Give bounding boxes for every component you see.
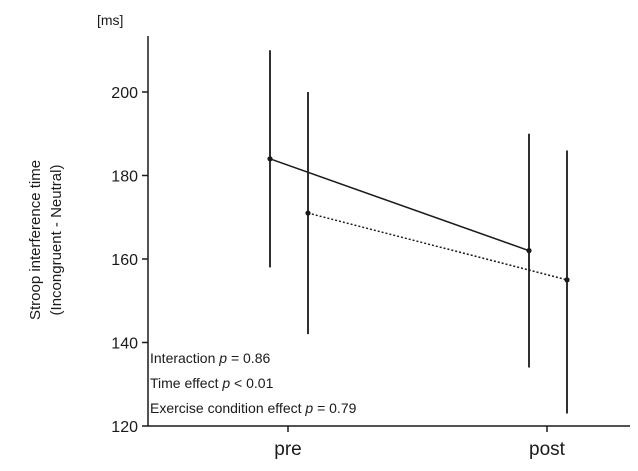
x-tick-label-post: post: [529, 439, 566, 460]
y-tick-label-200: 200: [111, 85, 138, 102]
annotation-time-value: < 0.01: [230, 375, 273, 391]
series-line-1: [269, 158, 530, 252]
y-tick-label-120: 120: [111, 419, 138, 436]
x-tick-label-pre: pre: [274, 439, 301, 460]
y-axis-title-line-2: (Incongruent - Neutral): [48, 165, 65, 316]
annotation-time-effect: Time effect p < 0.01: [150, 375, 274, 391]
annotation-exercise-prefix: Exercise condition effect: [150, 400, 305, 416]
y-tick-label-160: 160: [111, 252, 138, 269]
series-line-2: [307, 212, 568, 281]
y-axis-title-line-1: Stroop interference time: [27, 160, 44, 320]
y-unit-label: [ms]: [97, 12, 123, 28]
annotation-exercise-value: = 0.79: [313, 400, 356, 416]
annotation-interaction-p: p: [218, 350, 227, 366]
data-point-series2-post: [564, 277, 570, 283]
annotation-interaction-value: = 0.86: [227, 350, 270, 366]
annotation-interaction-prefix: Interaction: [150, 350, 219, 366]
data-point-series1-post: [526, 248, 532, 254]
data-point-series1-pre: [267, 156, 273, 162]
annotation-interaction: Interaction p = 0.86: [150, 350, 270, 366]
y-tick-label-140: 140: [111, 336, 138, 353]
data-point-series2-pre: [305, 210, 311, 216]
y-tick-label-180: 180: [111, 169, 138, 186]
annotation-exercise-p: p: [304, 400, 313, 416]
annotation-time-prefix: Time effect: [150, 375, 222, 391]
annotation-time-p: p: [221, 375, 230, 391]
annotation-exercise-effect: Exercise condition effect p = 0.79: [150, 400, 357, 416]
